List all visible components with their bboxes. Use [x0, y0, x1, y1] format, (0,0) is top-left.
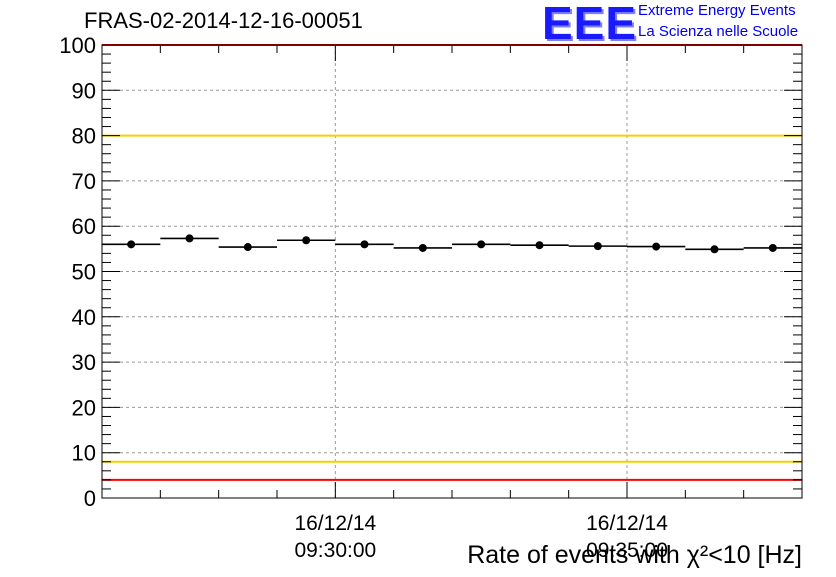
tick-labels-layer: 0 10 20 30 40 50 60 70 80 90 100 16/12/14 09:30:00 16…: [59, 33, 802, 569]
y-tick-label: 20: [72, 395, 96, 420]
y-tick-label: 0: [84, 486, 96, 511]
logo-line-2: La Scienza nelle Scuole: [638, 23, 798, 40]
y-tick-label: 60: [72, 214, 96, 239]
eee-logo: EEE Extreme Energy Events La Scienza nel…: [542, 0, 832, 46]
data-point: [361, 240, 369, 248]
data-point: [769, 244, 777, 252]
data-points-layer: [102, 234, 802, 253]
y-tick-label: 10: [72, 441, 96, 466]
data-point: [594, 242, 602, 250]
x-tick-label-date: 16/12/14: [294, 512, 376, 535]
data-point: [244, 243, 252, 251]
data-point: [419, 244, 427, 252]
data-point: [477, 240, 485, 248]
y-tick-label: 40: [72, 305, 96, 330]
data-point: [127, 240, 135, 248]
chart-title: FRAS-02-2014-12-16-00051: [84, 8, 363, 34]
data-point: [536, 241, 544, 249]
grid-layer: [102, 45, 802, 498]
data-point: [302, 236, 310, 244]
y-tick-label: 90: [72, 78, 96, 103]
y-tick-label: 30: [72, 350, 96, 375]
data-point: [711, 245, 719, 253]
y-tick-label: 100: [59, 33, 96, 58]
logo-mark: EEE: [542, 0, 637, 50]
logo-line-1: Extreme Energy Events: [638, 2, 796, 19]
y-tick-label: 50: [72, 260, 96, 285]
y-tick-label: 80: [72, 124, 96, 149]
x-tick-label-time: 09:30:00: [294, 539, 376, 562]
reference-lines-layer: [102, 45, 802, 480]
data-point: [652, 243, 660, 251]
data-point: [186, 234, 194, 242]
x-axis-title: Rate of events with χ²<10 [Hz]: [467, 541, 802, 569]
x-tick-label-date: 16/12/14: [586, 512, 668, 535]
y-tick-label: 70: [72, 169, 96, 194]
